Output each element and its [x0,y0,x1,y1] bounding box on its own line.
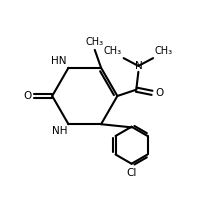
Text: CH₃: CH₃ [155,46,173,56]
Text: NH: NH [52,126,67,136]
Text: O: O [156,88,164,98]
Text: N: N [134,61,142,71]
Text: O: O [24,91,32,101]
Text: Cl: Cl [126,167,137,177]
Text: CH₃: CH₃ [104,46,122,56]
Text: HN: HN [51,56,67,66]
Text: CH₃: CH₃ [86,37,104,47]
